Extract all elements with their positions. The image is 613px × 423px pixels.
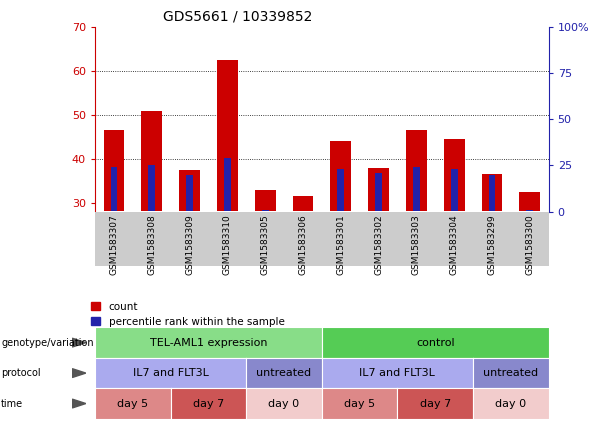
Text: GSM1583301: GSM1583301 [336,214,345,275]
Text: time: time [1,398,23,409]
Bar [375,173,382,212]
Bar [330,141,351,212]
Text: day 0: day 0 [268,398,300,409]
Text: control: control [416,338,455,348]
Text: day 7: day 7 [420,398,451,409]
Bar [186,175,193,212]
Text: day 5: day 5 [344,398,375,409]
Bar [482,174,502,212]
Bar [104,130,124,212]
Bar [527,210,533,212]
Text: GSM1583303: GSM1583303 [412,214,421,275]
Bar [489,175,495,212]
Text: day 7: day 7 [193,398,224,409]
Text: genotype/variation: genotype/variation [1,338,94,348]
Text: IL7 and FLT3L: IL7 and FLT3L [132,368,208,378]
Bar [406,130,427,212]
Text: GSM1583309: GSM1583309 [185,214,194,275]
Polygon shape [72,338,86,347]
Bar [255,190,275,212]
Text: untreated: untreated [256,368,311,378]
Bar [413,168,420,212]
Bar [337,169,344,212]
Text: GSM1583304: GSM1583304 [449,214,459,275]
Bar [110,168,117,212]
Text: day 0: day 0 [495,398,527,409]
Bar [142,111,162,212]
Text: GSM1583299: GSM1583299 [487,214,497,275]
Text: GSM1583306: GSM1583306 [299,214,308,275]
Text: untreated: untreated [483,368,538,378]
Bar [368,168,389,212]
Bar [148,165,155,212]
Bar [179,170,200,212]
Text: day 5: day 5 [117,398,148,409]
Polygon shape [72,369,86,377]
Bar [451,169,457,212]
Text: GSM1583305: GSM1583305 [261,214,270,275]
Bar [444,139,465,212]
Text: IL7 and FLT3L: IL7 and FLT3L [359,368,435,378]
Text: protocol: protocol [1,368,41,378]
Text: GSM1583307: GSM1583307 [109,214,118,275]
Text: GSM1583302: GSM1583302 [374,214,383,275]
Text: GSM1583300: GSM1583300 [525,214,535,275]
Bar [217,60,238,212]
Bar [262,210,268,212]
Legend: count, percentile rank within the sample: count, percentile rank within the sample [91,302,284,327]
Bar [224,158,230,212]
Text: GSM1583308: GSM1583308 [147,214,156,275]
Polygon shape [72,399,86,408]
Bar [292,196,313,212]
Text: GDS5661 / 10339852: GDS5661 / 10339852 [163,10,313,24]
Text: TEL-AML1 expression: TEL-AML1 expression [150,338,267,348]
Text: GSM1583310: GSM1583310 [223,214,232,275]
Bar [519,192,540,212]
